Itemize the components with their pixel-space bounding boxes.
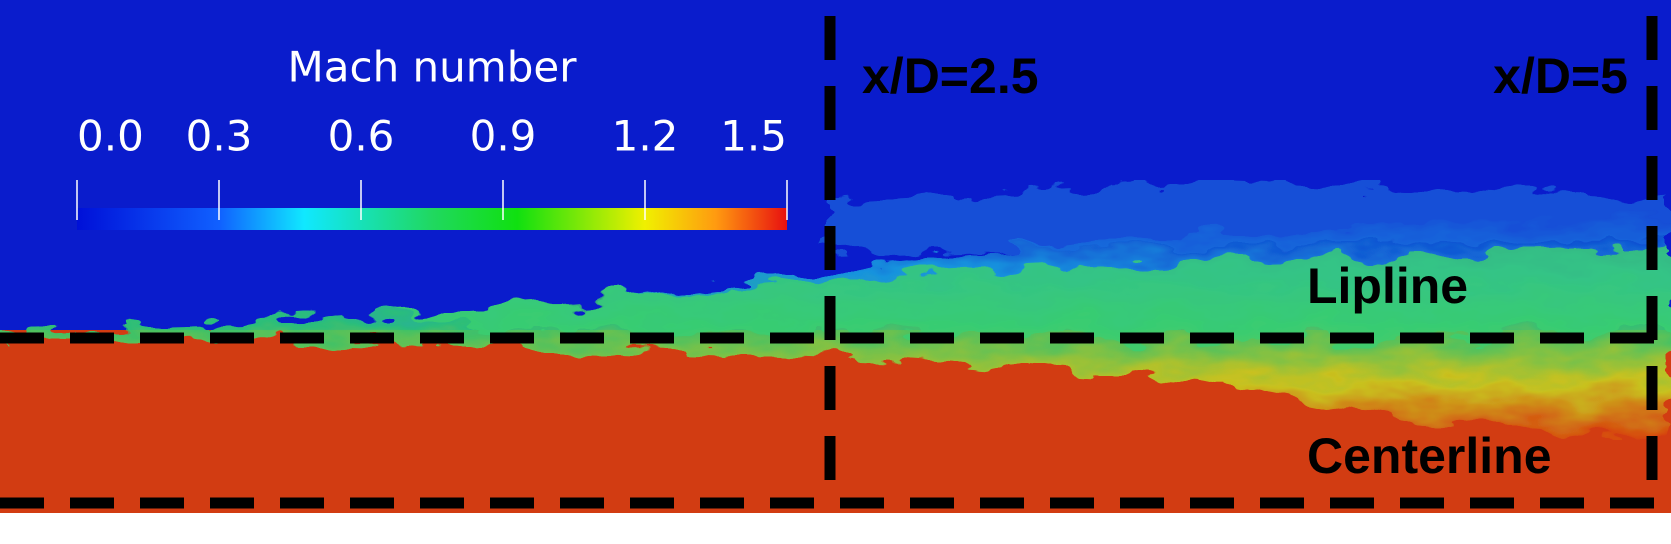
colorbar-tick-label: 0.6 [328,112,395,161]
colorbar-tick-label: 1.5 [720,112,787,161]
colorbar-tick-label: 1.2 [612,112,679,161]
frames [0,16,1671,509]
colorbar: Mach number [77,43,787,230]
region-label: Centerline [1307,428,1552,484]
region-label: Lipline [1307,258,1468,314]
colorbar-tick-label: 0.9 [470,112,537,161]
station-label: x/D=2.5 [862,48,1039,104]
station-label: x/D=5 [1493,48,1628,104]
colorbar-tick-label: 0.0 [77,112,144,161]
colorbar-title: Mach number [288,43,578,92]
colorbar-tick-label: 0.3 [186,112,253,161]
colorbar-gradient [77,208,787,230]
